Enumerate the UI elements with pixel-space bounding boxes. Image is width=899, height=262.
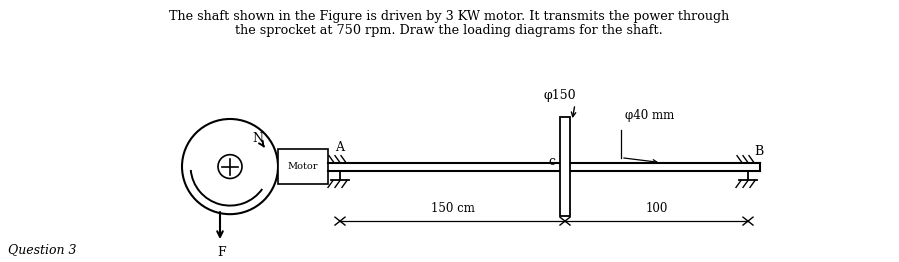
- Text: 150 cm: 150 cm: [431, 202, 475, 215]
- Text: Question 3: Question 3: [8, 243, 76, 256]
- Text: A: A: [335, 141, 344, 154]
- Text: 100: 100: [645, 202, 668, 215]
- Text: φ40 mm: φ40 mm: [625, 109, 674, 122]
- Text: F: F: [218, 246, 227, 259]
- Bar: [278, 149, 328, 184]
- Text: c: c: [548, 155, 555, 168]
- Text: The shaft shown in the Figure is driven by 3 KW motor. It transmits the power th: The shaft shown in the Figure is driven …: [169, 10, 729, 23]
- Text: φ150: φ150: [543, 89, 575, 102]
- Text: Motor: Motor: [288, 162, 318, 171]
- Bar: [560, 117, 570, 216]
- Text: N: N: [252, 132, 263, 145]
- Text: the sprocket at 750 rpm. Draw the loading diagrams for the shaft.: the sprocket at 750 rpm. Draw the loadin…: [236, 24, 663, 37]
- Text: B: B: [754, 145, 763, 158]
